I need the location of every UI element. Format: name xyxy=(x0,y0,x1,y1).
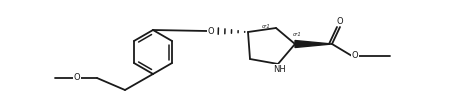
Text: O: O xyxy=(352,51,358,61)
Text: O: O xyxy=(74,74,80,82)
Text: O: O xyxy=(337,17,343,25)
Text: or1: or1 xyxy=(262,24,271,28)
Text: or1: or1 xyxy=(293,32,302,37)
Polygon shape xyxy=(295,40,332,48)
Text: O: O xyxy=(208,27,214,35)
Text: NH: NH xyxy=(274,64,286,74)
